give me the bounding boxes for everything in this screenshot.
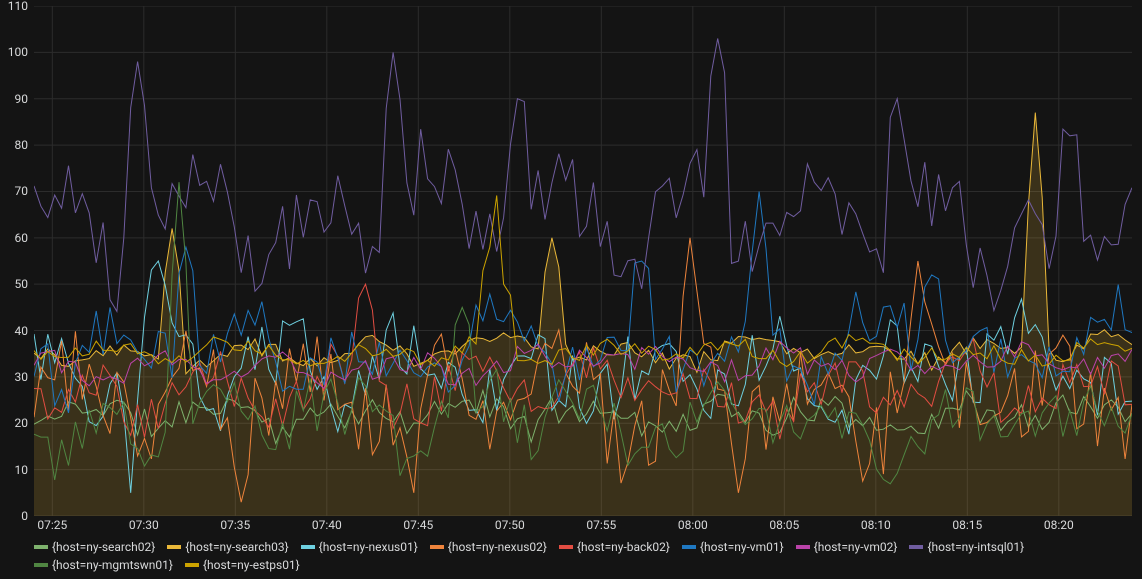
y-tick-label: 90: [15, 92, 29, 106]
legend-swatch: [559, 545, 573, 549]
y-tick-label: 100: [8, 45, 28, 59]
x-tick-label: 07:50: [495, 518, 525, 532]
legend-swatch: [796, 545, 810, 549]
x-tick-label: 08:20: [1044, 518, 1074, 532]
plot-area[interactable]: [34, 6, 1132, 516]
legend-label: {host=ny-nexus02}: [448, 538, 547, 556]
x-tick-label: 07:55: [586, 518, 616, 532]
legend-swatch: [301, 545, 315, 549]
legend-label: {host=ny-estps01}: [203, 556, 300, 574]
legend-label: {host=ny-vm01}: [700, 538, 784, 556]
legend-swatch: [185, 563, 199, 567]
legend-item[interactable]: {host=ny-search02}: [34, 538, 155, 556]
y-tick-label: 20: [15, 416, 29, 430]
legend-swatch: [909, 545, 923, 549]
metrics-panel: 0 10 20 30 40 50 60 70 80 90 100 110 07:25 07:30 07:3…: [0, 0, 1142, 579]
legend-item[interactable]: {host=ny-vm01}: [682, 538, 784, 556]
legend-item[interactable]: {host=ny-estps01}: [185, 556, 300, 574]
legend-swatch: [34, 563, 48, 567]
legend: {host=ny-search02}{host=ny-search03}{hos…: [34, 536, 1132, 574]
y-tick-label: 40: [15, 324, 29, 338]
legend-swatch: [34, 545, 48, 549]
legend-item[interactable]: {host=ny-search03}: [167, 538, 288, 556]
y-tick-label: 80: [15, 138, 29, 152]
legend-item[interactable]: {host=ny-nexus01}: [301, 538, 418, 556]
legend-item[interactable]: {host=ny-vm02}: [796, 538, 898, 556]
legend-label: {host=ny-mgmtswn01}: [52, 556, 173, 574]
legend-label: {host=ny-intsql01}: [927, 538, 1024, 556]
legend-item[interactable]: {host=ny-back02}: [559, 538, 670, 556]
y-tick-label: 50: [15, 277, 29, 291]
x-tick-label: 08:10: [861, 518, 891, 532]
legend-label: {host=ny-nexus01}: [319, 538, 418, 556]
y-tick-label: 110: [8, 0, 28, 13]
legend-swatch: [682, 545, 696, 549]
legend-label: {host=ny-vm02}: [814, 538, 898, 556]
x-tick-label: 07:30: [129, 518, 159, 532]
legend-label: {host=ny-back02}: [577, 538, 670, 556]
legend-label: {host=ny-search02}: [52, 538, 155, 556]
y-tick-label: 60: [15, 231, 29, 245]
x-tick-label: 07:45: [403, 518, 433, 532]
legend-item[interactable]: {host=ny-mgmtswn01}: [34, 556, 173, 574]
legend-swatch: [430, 545, 444, 549]
legend-swatch: [167, 545, 181, 549]
x-tick-label: 08:15: [952, 518, 982, 532]
y-axis: 0102030405060708090100110: [0, 6, 34, 516]
x-tick-label: 08:00: [678, 518, 708, 532]
x-tick-label: 08:05: [769, 518, 799, 532]
y-tick-label: 10: [15, 463, 29, 477]
legend-item[interactable]: {host=ny-nexus02}: [430, 538, 547, 556]
y-tick-label: 30: [15, 370, 29, 384]
legend-item[interactable]: {host=ny-intsql01}: [909, 538, 1024, 556]
x-axis: 07:25 07:30 07:35 07:40 07:45 07:50 07:55 08:00…: [34, 516, 1132, 534]
x-tick-label: 07:40: [312, 518, 342, 532]
x-tick-label: 07:25: [37, 518, 67, 532]
legend-label: {host=ny-search03}: [185, 538, 288, 556]
x-tick-label: 07:35: [220, 518, 250, 532]
y-tick-label: 0: [21, 509, 28, 523]
y-tick-label: 70: [15, 184, 29, 198]
